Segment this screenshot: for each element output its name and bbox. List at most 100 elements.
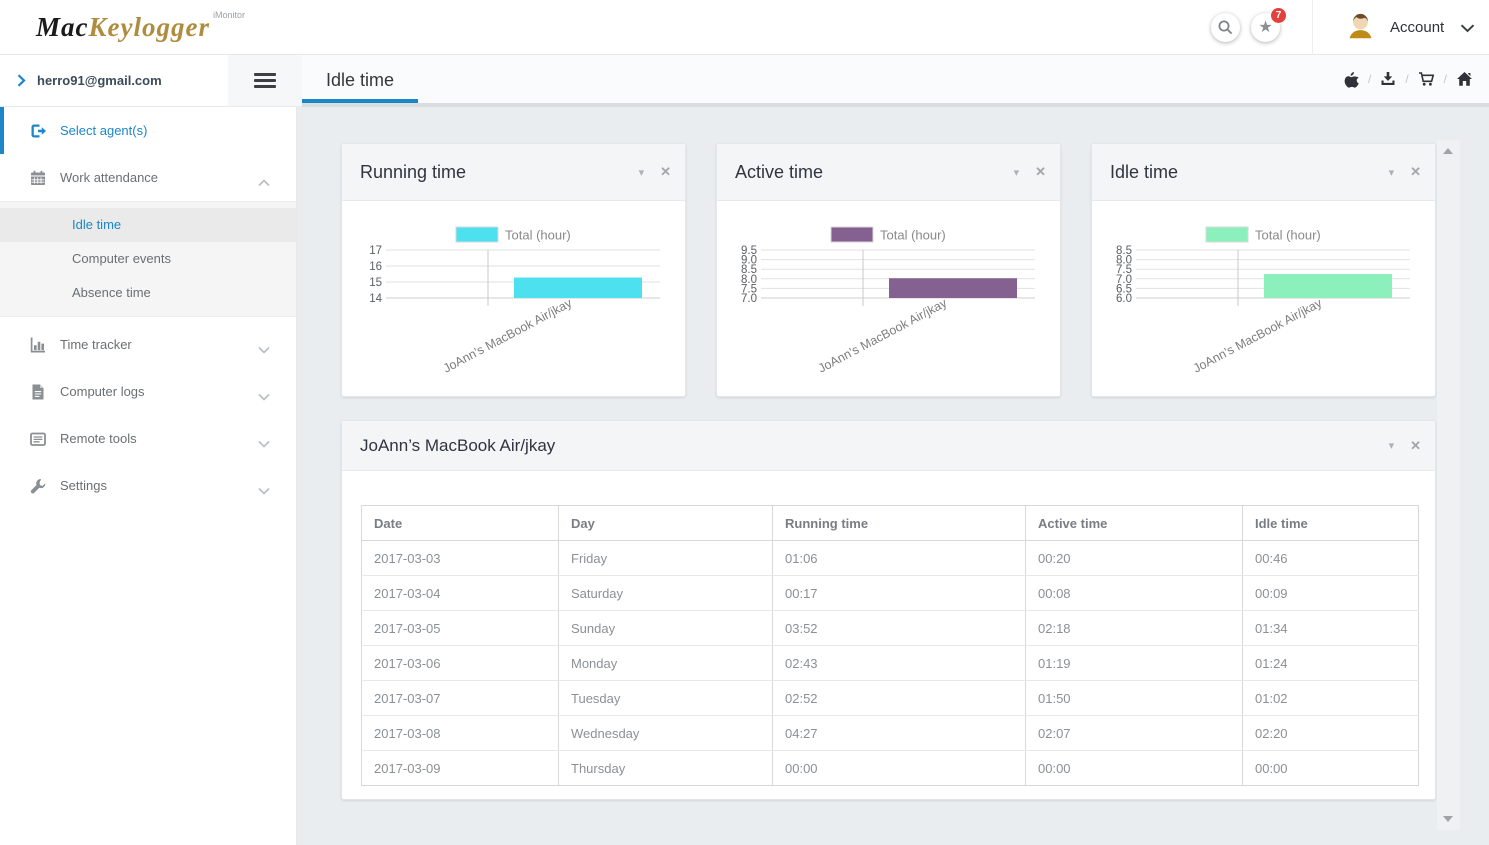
notification-badge[interactable]: 7 [1270, 7, 1287, 24]
close-icon[interactable]: ✕ [1410, 164, 1421, 179]
scroll-up-icon[interactable] [1443, 148, 1453, 154]
logo-secondary: Keylogger [88, 12, 210, 42]
table-cell: 01:02 [1242, 680, 1419, 716]
sidebar-item-time-tracker[interactable]: Time tracker [0, 321, 296, 368]
sidebar-subitem-idle-time[interactable]: Idle time [0, 208, 296, 242]
panel-header: Active time ▾ ✕ [717, 144, 1060, 201]
chart-ytick-label: 7.5 [741, 283, 757, 295]
table-cell: 01:06 [772, 540, 1026, 576]
table-row: 2017-03-03 Friday 01:06 00:20 00:46 [361, 540, 1419, 576]
active-time-panel: Active time ▾ ✕ Total (hour) 9.5 9.0 8.5 8.0… [716, 143, 1061, 397]
close-icon[interactable]: ✕ [660, 164, 671, 179]
chart-ytick-label: 7.0 [741, 293, 757, 305]
chart-legend-swatch [455, 226, 499, 243]
table-cell: Monday [558, 645, 773, 681]
sidebar-item-label: Computer logs [60, 384, 145, 399]
sidebar-item-remote-tools[interactable]: Remote tools [0, 415, 296, 462]
chart-bar [889, 278, 1017, 298]
search-button[interactable] [1211, 13, 1240, 42]
tab-idle-time[interactable]: Idle time [302, 55, 419, 103]
table-cell: 00:20 [1025, 540, 1243, 576]
chart-legend-swatch [830, 226, 874, 243]
idle-time-panel: Idle time ▾ ✕ Total (hour) 8.5 8.0 7.5 7.0 6.… [1091, 143, 1436, 397]
apple-platform-icon[interactable] [1343, 71, 1359, 88]
header-divider [1312, 0, 1313, 55]
main-content: Running time ▾ ✕ Total (hour) 17 16 15 14 JoA… [297, 107, 1489, 845]
table-cell: 2017-03-07 [361, 680, 559, 716]
chart-ytick-label: 9.0 [741, 255, 757, 267]
table-cell: 01:34 [1242, 610, 1419, 646]
star-icon: ★ [1258, 18, 1273, 36]
chart-category-label: JoAnn’s MacBook Air/jkay [441, 296, 575, 376]
account-email-row[interactable]: herro91@gmail.com [0, 55, 228, 107]
chevron-down-icon [258, 388, 270, 406]
collapse-icon[interactable]: ▾ [638, 166, 645, 179]
column-header-running-time: Running time [772, 505, 1026, 541]
sidebar-item-label: Time tracker [60, 337, 132, 352]
logo-superscript: iMonitor [212, 10, 245, 20]
table-cell: 00:00 [1025, 750, 1243, 786]
chart-ytick-label: 8.0 [741, 274, 757, 286]
shopping-cart-icon[interactable] [1418, 71, 1435, 87]
table-cell: 01:24 [1242, 645, 1419, 681]
table-cell: 02:20 [1242, 715, 1419, 751]
chart-ytick-label: 17 [369, 245, 382, 257]
sub-header: herro91@gmail.com Idle time / / [0, 55, 1489, 107]
sidebar-subitem-absence-time[interactable]: Absence time [72, 285, 151, 300]
select-agent-icon [28, 122, 47, 140]
calendar-icon [28, 169, 47, 187]
home-icon[interactable] [1456, 71, 1473, 87]
table-cell: Friday [558, 540, 773, 576]
table-cell: 02:52 [772, 680, 1026, 716]
chart-ytick-label: 6.0 [1116, 293, 1132, 305]
panel-header: Running time ▾ ✕ [342, 144, 685, 201]
close-icon[interactable]: ✕ [1410, 437, 1421, 453]
download-agent-icon[interactable] [1380, 71, 1396, 87]
list-box-icon [28, 430, 47, 448]
chart-category-label: JoAnn’s MacBook Air/jkay [1191, 296, 1325, 376]
sidebar-item-select-agents[interactable]: Select agent(s) [0, 107, 296, 154]
account-chevron-down-icon[interactable] [1460, 24, 1475, 33]
sidebar: Select agent(s) Work attendance Idle tim… [0, 107, 297, 845]
chart-ytick-label: 7.0 [1116, 274, 1132, 286]
collapse-icon[interactable]: ▾ [1013, 166, 1020, 179]
column-header-day: Day [558, 505, 773, 541]
table-row: 2017-03-08 Wednesday 04:27 02:07 02:20 [361, 715, 1419, 751]
collapse-icon[interactable]: ▾ [1388, 440, 1395, 452]
sidebar-item-computer-logs[interactable]: Computer logs [0, 368, 296, 415]
chart-bar [514, 277, 642, 298]
table-cell: 00:08 [1025, 575, 1243, 611]
user-avatar[interactable] [1342, 9, 1379, 46]
chevron-down-icon [258, 435, 270, 453]
sidebar-toggle-button[interactable] [228, 55, 302, 107]
work-attendance-submenu: Idle time Computer events Absence time [0, 201, 296, 317]
chart-ytick-label: 16 [369, 261, 382, 273]
logo-primary: Mac [36, 12, 89, 42]
account-label[interactable]: Account [1390, 19, 1445, 36]
chart-ytick-label: 15 [369, 277, 382, 289]
panel-header: Idle time ▾ ✕ [1092, 144, 1435, 201]
tab-strip: Idle time / / [302, 55, 1489, 107]
table-cell: 2017-03-09 [361, 750, 559, 786]
table-row: 2017-03-06 Monday 02:43 01:19 01:24 [361, 645, 1419, 681]
table-cell: 01:19 [1025, 645, 1243, 681]
table-row: 2017-03-07 Tuesday 02:52 01:50 01:02 [361, 680, 1419, 716]
table-cell: 00:00 [1242, 750, 1419, 786]
collapse-icon[interactable]: ▾ [1388, 166, 1395, 179]
close-icon[interactable]: ✕ [1035, 164, 1046, 179]
user-email: herro91@gmail.com [37, 73, 162, 88]
icon-separator: / [1405, 72, 1409, 86]
sidebar-item-label: Settings [60, 478, 107, 493]
sidebar-subitem-computer-events[interactable]: Computer events [72, 251, 171, 266]
running-time-chart: Total (hour) 17 16 15 14 JoAnn’s MacBook Air/… [369, 226, 660, 376]
table-cell: 00:17 [772, 575, 1026, 611]
panel-title: Active time [735, 161, 824, 182]
sidebar-item-work-attendance[interactable]: Work attendance [0, 154, 296, 201]
table-cell: 03:52 [772, 610, 1026, 646]
table-cell: 01:50 [1025, 680, 1243, 716]
icon-separator: / [1367, 72, 1372, 86]
chevron-right-icon [17, 74, 26, 87]
sidebar-item-settings[interactable]: Settings [0, 462, 296, 509]
scroll-down-icon[interactable] [1443, 816, 1453, 822]
main-scrollbar[interactable] [1437, 140, 1460, 830]
